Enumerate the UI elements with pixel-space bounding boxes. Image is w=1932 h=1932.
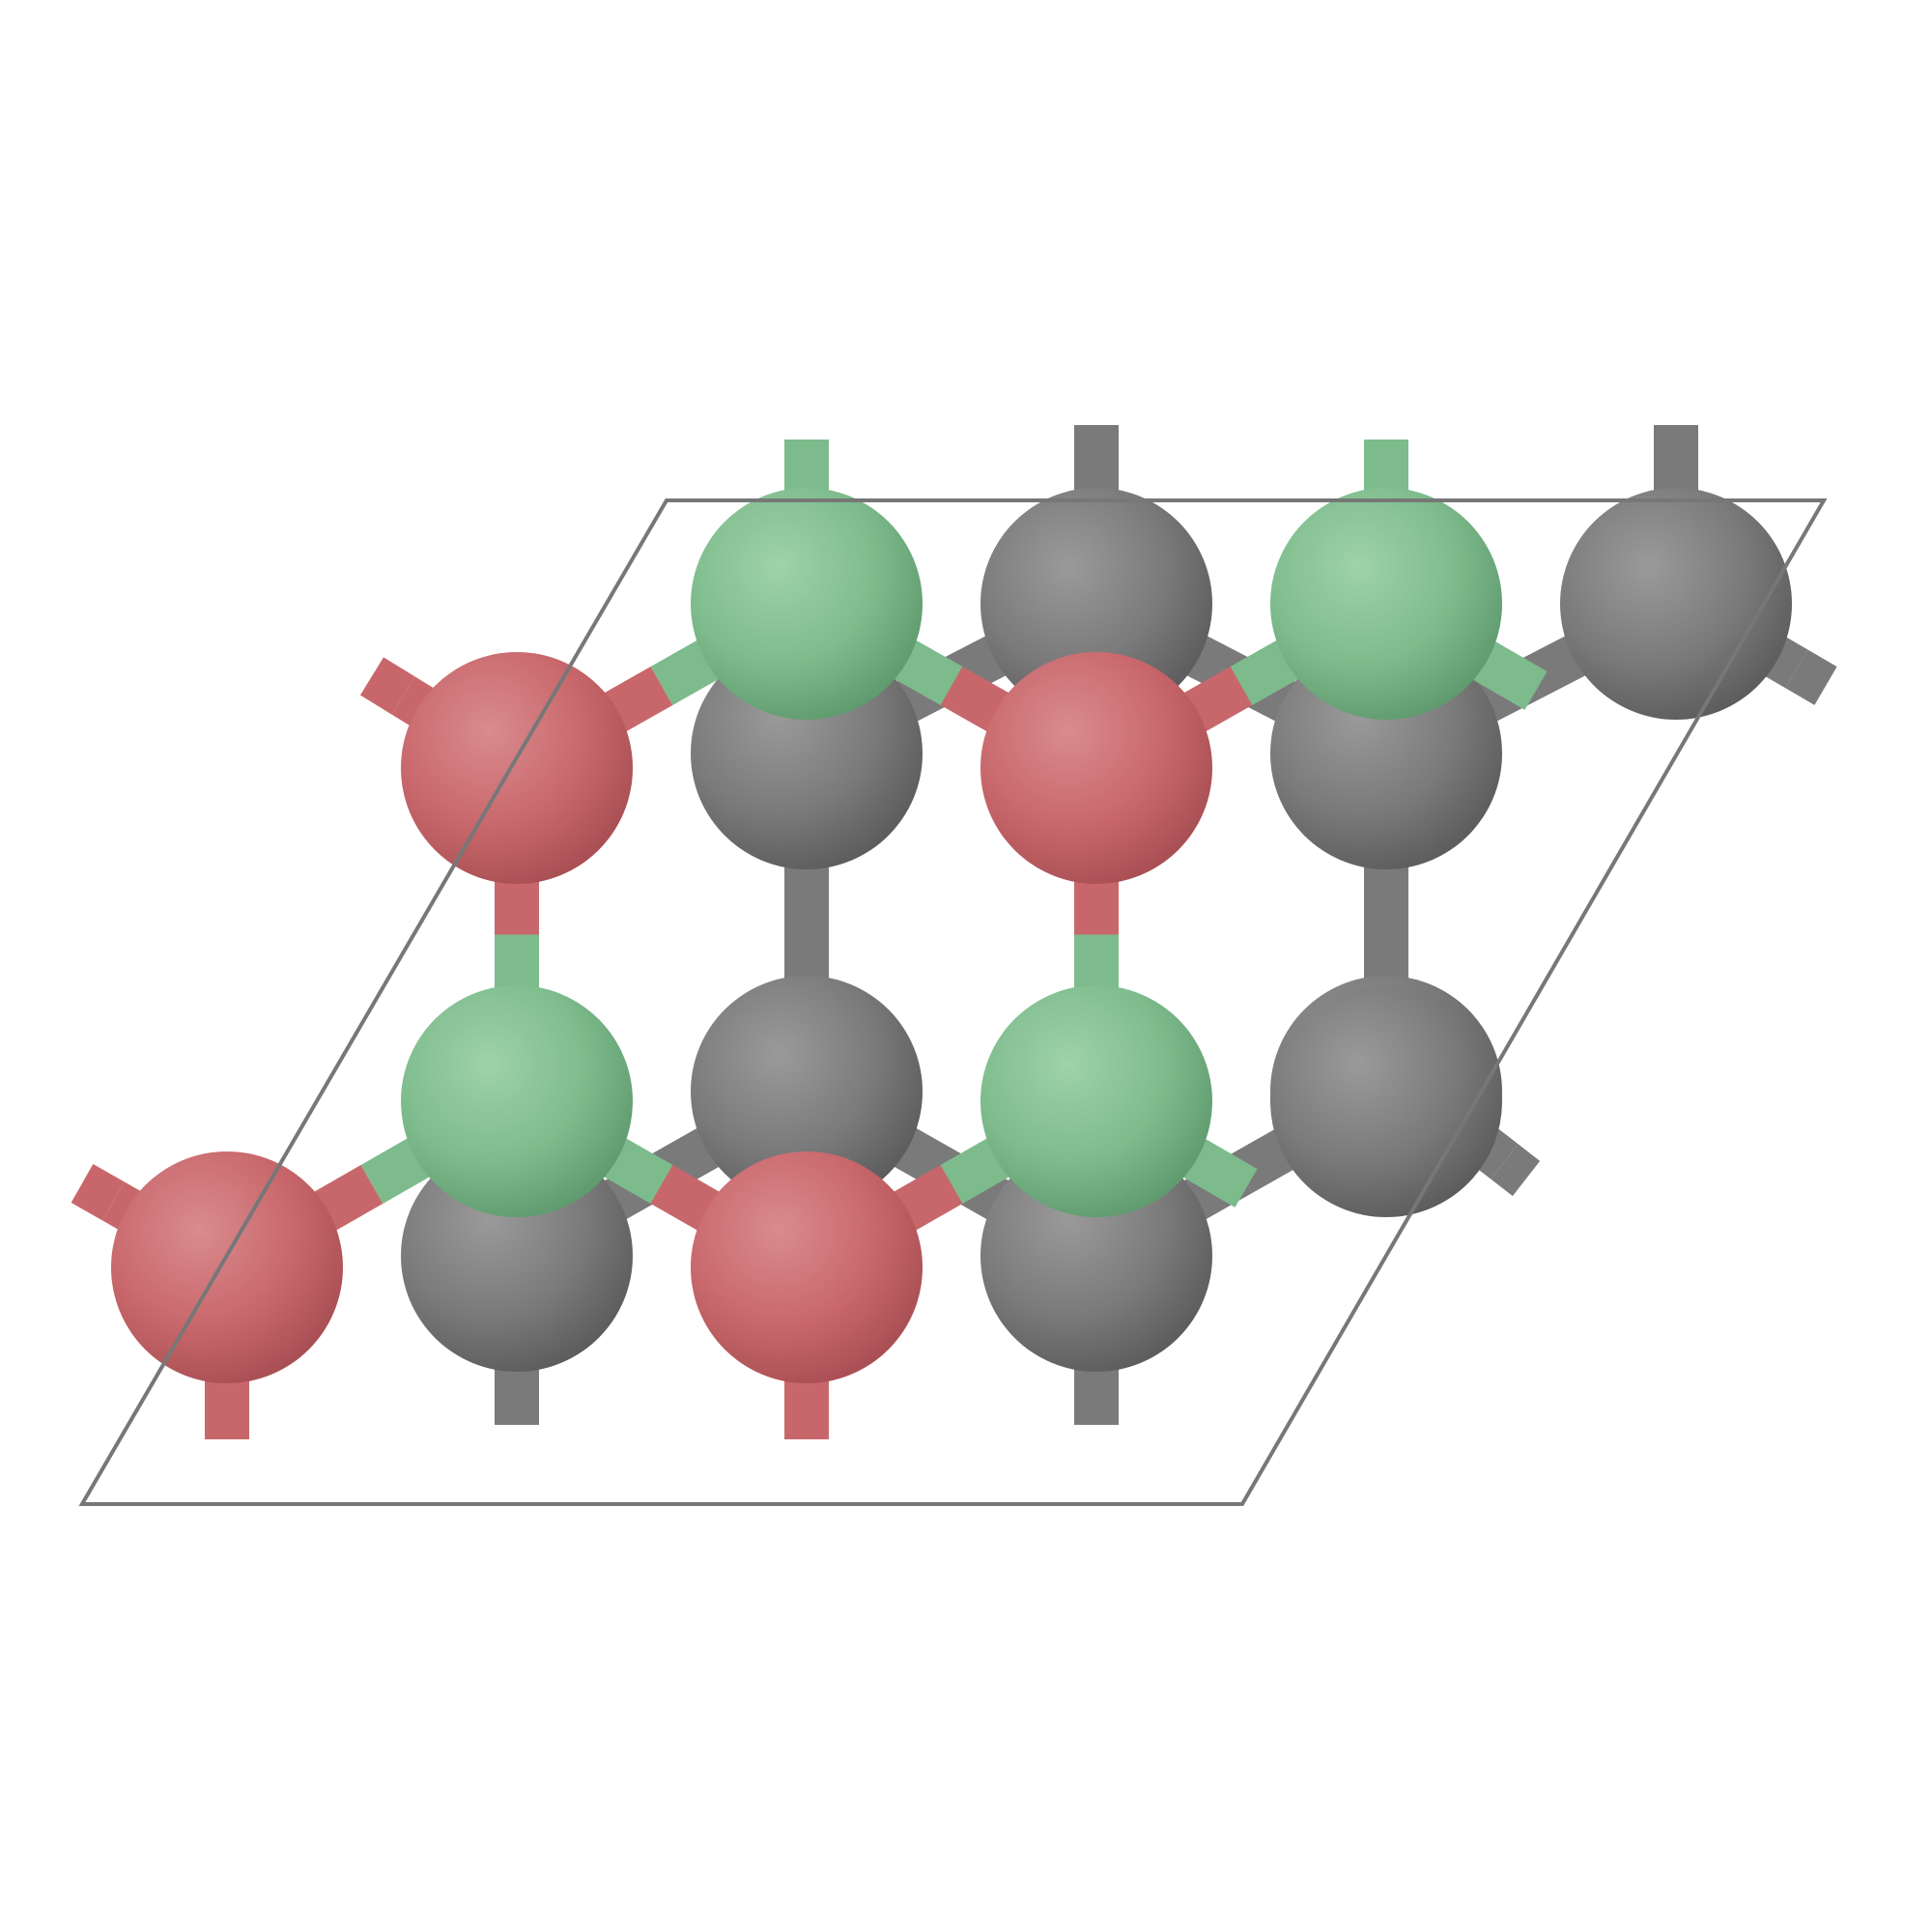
atom-green [1270,488,1502,720]
atom-red [980,652,1212,884]
atom-gray-back [691,976,923,1208]
atom-green [401,985,633,1217]
bond-stub [1785,649,1837,705]
atom-gray [1270,985,1502,1217]
atom-red [401,652,633,884]
bond-stub [71,1164,125,1221]
unit-cell-outline [78,498,1828,1506]
atom-green [691,488,923,720]
bond-stub [359,657,415,715]
atom-red [111,1151,343,1383]
atom-green [980,985,1212,1217]
atom-gray [1560,488,1792,720]
bond-stub [1491,1144,1541,1197]
atom-gray [980,488,1212,720]
atoms-front-layer [111,488,1792,1383]
atom-red [691,1151,923,1383]
